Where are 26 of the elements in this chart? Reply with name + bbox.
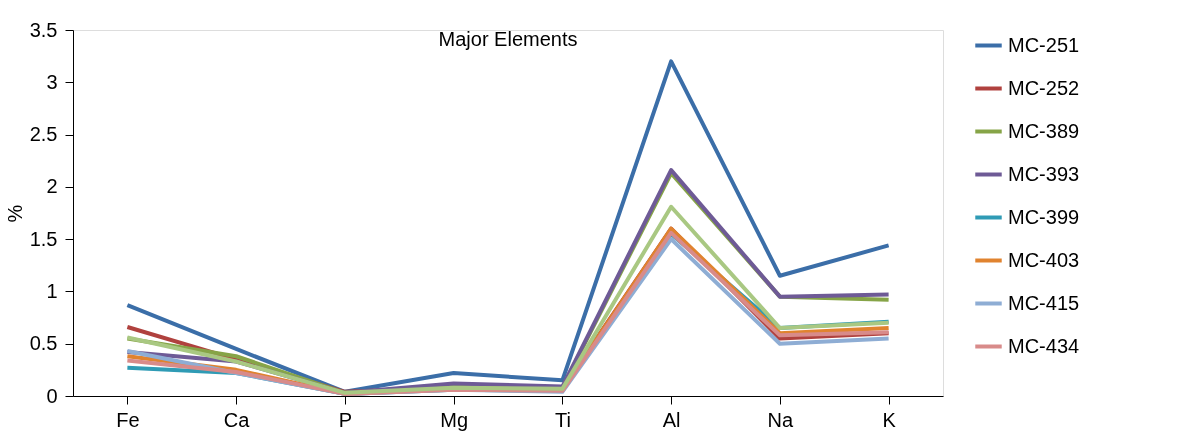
legend-label: MC-251: [1008, 33, 1080, 56]
y-tick-label: 1: [46, 279, 58, 302]
y-tick-label: 0: [46, 384, 58, 407]
chart-title: Major Elements: [438, 28, 578, 50]
x-tick-label: P: [338, 408, 353, 431]
x-tick-label: Al: [662, 408, 681, 431]
x-tick-label: Mg: [440, 408, 469, 431]
legend-label: MC-389: [1008, 119, 1080, 142]
legend-label: MC-415: [1008, 291, 1080, 314]
y-tick-label: 3.5: [29, 18, 58, 41]
legend-label: MC-252: [1008, 76, 1080, 99]
legend-label: MC-434: [1008, 334, 1080, 357]
x-tick-label: Fe: [116, 408, 140, 431]
legend-label: MC-393: [1008, 162, 1080, 185]
y-axis-title: %: [3, 204, 26, 223]
y-tick-label: 0.5: [29, 332, 58, 355]
x-tick-label: Ti: [554, 408, 571, 431]
x-tick-label: Ca: [223, 408, 251, 431]
x-tick-label: Na: [767, 408, 795, 431]
y-tick-label: 3: [46, 70, 58, 93]
y-tick-label: 1.5: [29, 227, 58, 250]
legend-label: MC-399: [1008, 205, 1080, 228]
legend-label: MC-403: [1008, 248, 1080, 271]
x-tick-label: K: [882, 408, 897, 431]
y-tick-label: 2: [46, 175, 58, 198]
y-tick-label: 2.5: [29, 123, 58, 146]
